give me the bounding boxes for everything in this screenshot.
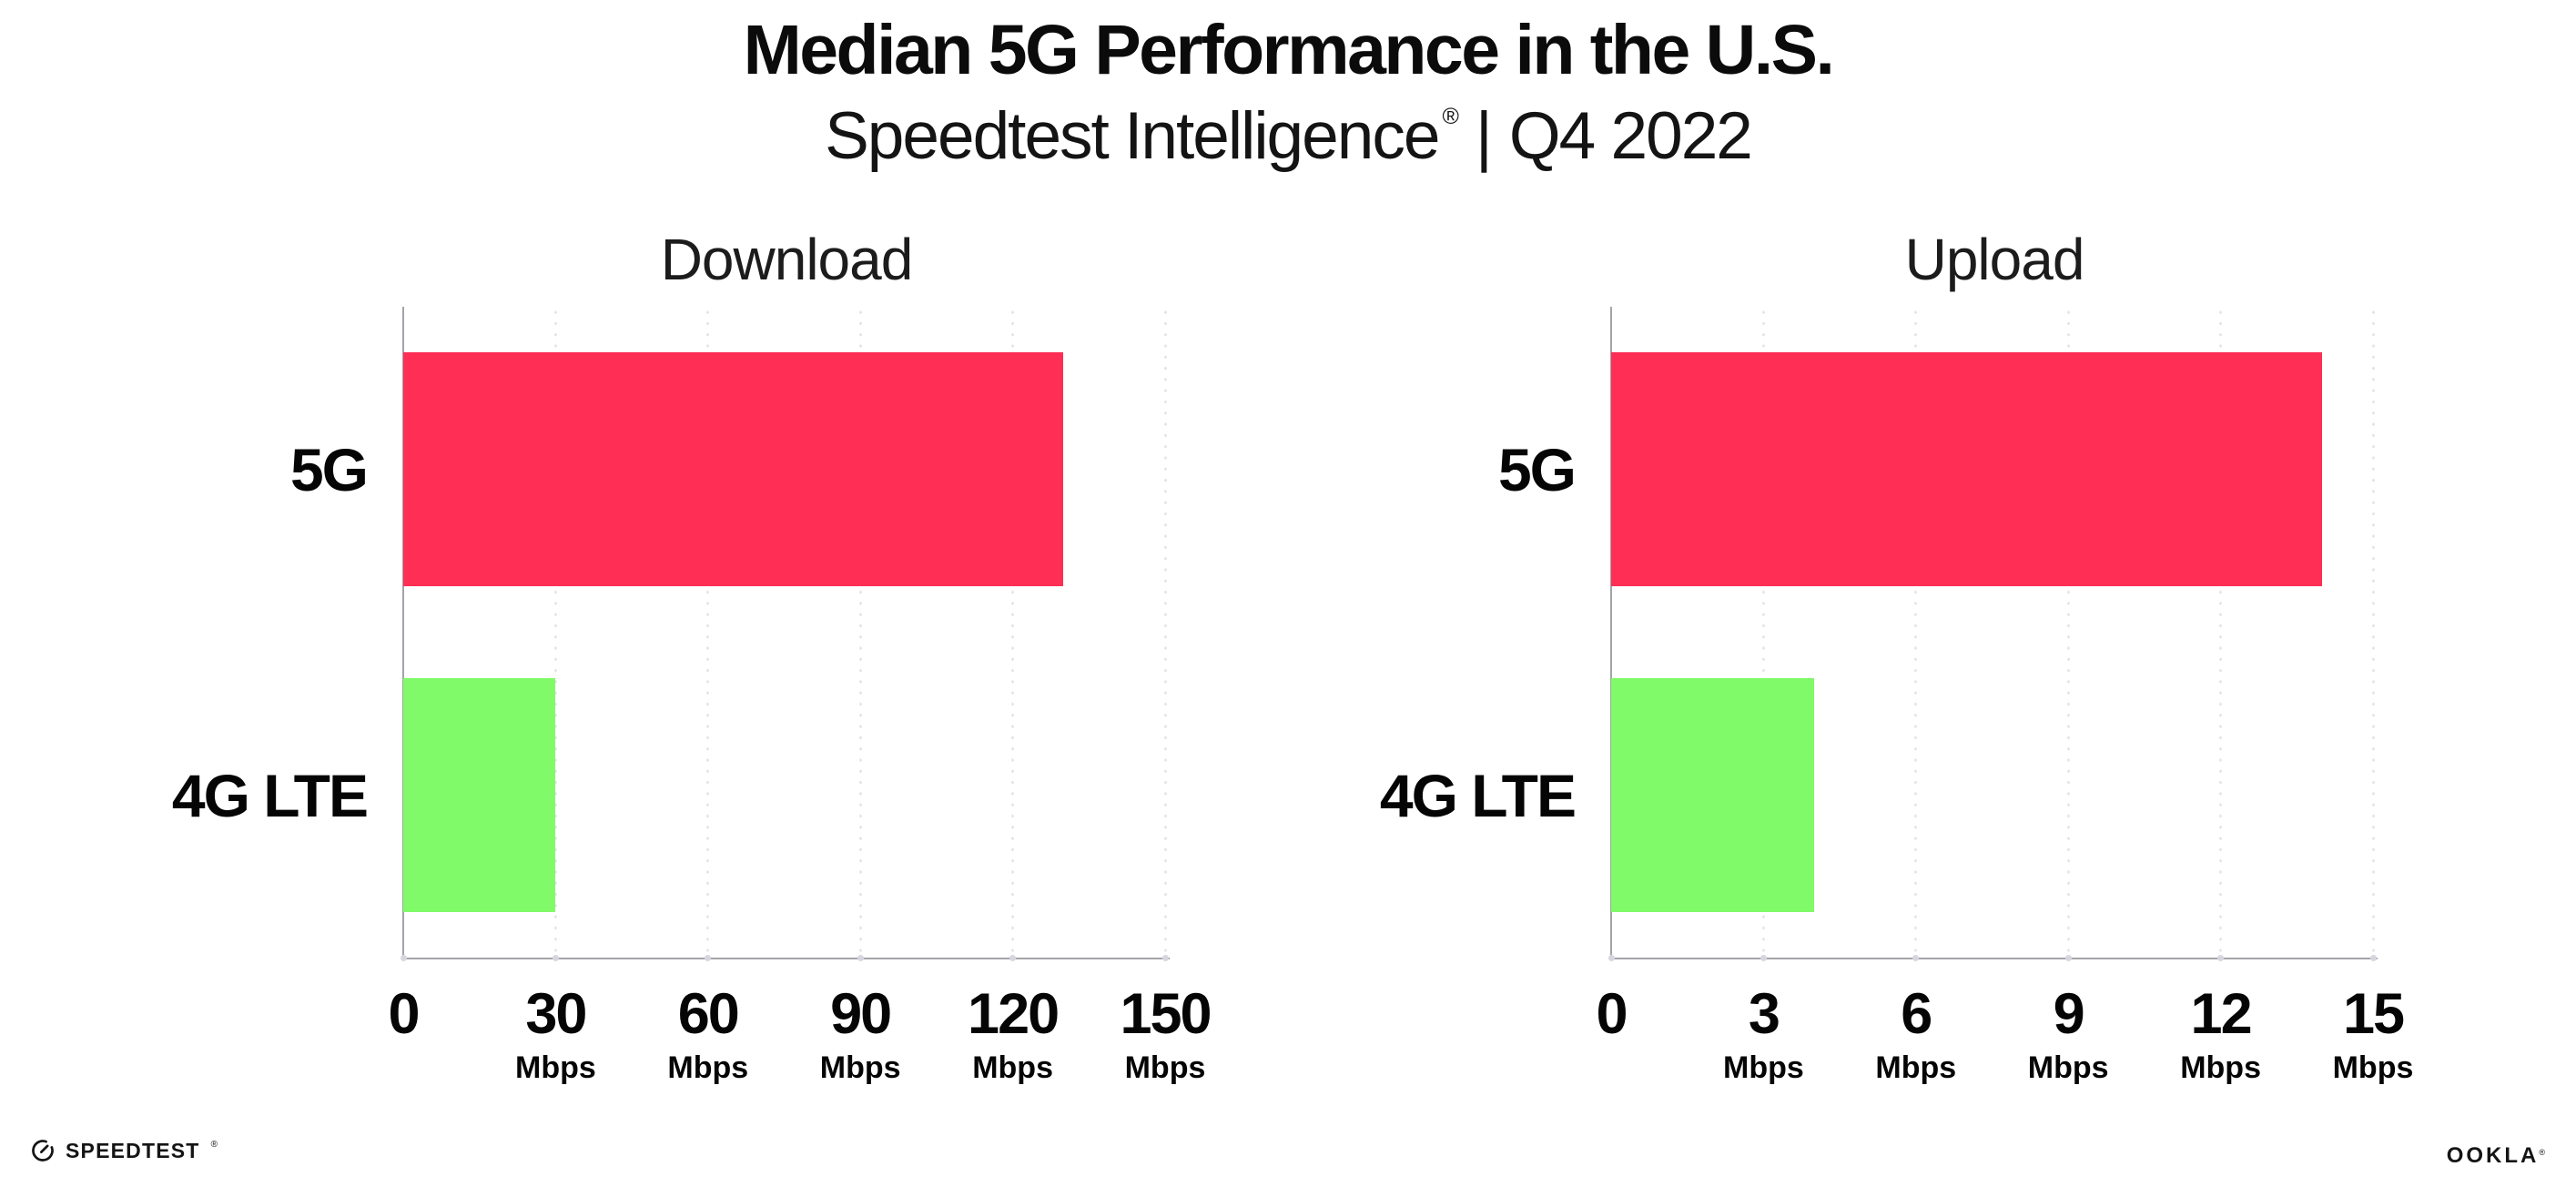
subtitle-brand: Speedtest Intelligence — [825, 99, 1440, 173]
download-chart: Download 5G 4G LTE 0 30 Mbps 60 Mbps 90 Mbps 120… — [172, 230, 1212, 1083]
gridline-150 — [1163, 307, 1167, 959]
axis-tick-dot-30 — [552, 955, 559, 961]
gridline-6 — [1914, 307, 1918, 959]
tick-unit-label: Mbps — [972, 1050, 1053, 1085]
x-tick-3: 3 Mbps — [1723, 982, 1804, 1085]
category-label-4g-lte: 4G LTE — [1379, 761, 1577, 829]
gridline-15 — [2371, 307, 2375, 959]
speedtest-wordmark: SPEEDTEST — [66, 1138, 200, 1162]
axis-tick-dot-120 — [1009, 955, 1017, 961]
download-x-tick-labels: 0 30 Mbps 60 Mbps 90 Mbps 120 Mbps 150 Mbps — [388, 959, 1212, 1095]
x-tick-0: 0 — [1596, 982, 1628, 1083]
tick-value-label: 12 — [2190, 982, 2253, 1046]
axis-tick-dot-90 — [857, 955, 864, 961]
page-subtitle: Speedtest Intelligence ® | Q4 2022 — [0, 99, 2576, 173]
x-tick-9: 9 Mbps — [2027, 982, 2109, 1085]
upload-chart: Upload 5G 4G LTE 0 3 Mbps 6 Mbps 9 Mbps 12 Mbps 15… — [1380, 230, 2414, 1083]
tick-value-label: 150 — [1120, 982, 1212, 1046]
speedometer-gauge-icon — [32, 1140, 54, 1161]
x-tick-60: 60 Mbps — [667, 982, 749, 1085]
axis-tick-dot-12 — [2217, 955, 2225, 961]
tick-value-label: 0 — [388, 982, 420, 1046]
registered-trademark-symbol: ® — [2539, 1148, 2545, 1157]
tick-unit-label — [388, 1052, 418, 1083]
bar-4g-lte — [1611, 678, 1815, 912]
upload-plot-area: 5G 4G LTE — [1380, 307, 2378, 961]
tick-unit-label: Mbps — [2180, 1050, 2261, 1085]
subtitle-separator: | — [1475, 99, 1493, 173]
registered-trademark-symbol: ® — [210, 1139, 218, 1150]
tick-unit-label: Mbps — [2027, 1050, 2109, 1085]
axis-tick-dot-0 — [400, 955, 407, 961]
bar-5g — [403, 352, 1064, 586]
speedtest-logo: SPEEDTEST ® — [30, 1138, 218, 1163]
tick-value-label: 30 — [525, 982, 587, 1046]
tick-unit-label — [1596, 1052, 1626, 1083]
axis-tick-dot-6 — [1912, 955, 1920, 961]
subtitle-period: Q4 2022 — [1508, 99, 1753, 173]
gridline-9 — [2066, 307, 2070, 959]
gridline-120 — [1011, 307, 1015, 959]
gridline-60 — [706, 307, 710, 959]
tick-unit-label: Mbps — [1875, 1050, 1957, 1085]
tick-value-label: 120 — [968, 982, 1060, 1046]
x-axis-line — [1610, 958, 2378, 959]
gridline-90 — [858, 307, 862, 959]
x-tick-90: 90 Mbps — [819, 982, 901, 1085]
download-chart-title: Download — [660, 227, 914, 292]
category-label-5g: 5G — [1497, 435, 1577, 503]
ookla-wordmark: OOKLA — [2446, 1143, 2540, 1168]
tick-value-label: 15 — [2342, 982, 2405, 1046]
registered-trademark-symbol: ® — [1442, 104, 1458, 129]
tick-value-label: 60 — [677, 982, 740, 1046]
tick-value-label: 3 — [1748, 982, 1780, 1046]
tick-unit-label: Mbps — [1124, 1050, 1206, 1085]
category-label-4g-lte: 4G LTE — [171, 761, 369, 829]
page-title: Median 5G Performance in the U.S. — [743, 11, 1835, 89]
x-tick-6: 6 Mbps — [1875, 982, 1957, 1085]
category-label-5g: 5G — [289, 435, 369, 503]
upload-x-tick-labels: 0 3 Mbps 6 Mbps 9 Mbps 12 Mbps 15 Mbps — [1596, 959, 2413, 1095]
y-axis-line — [402, 307, 404, 959]
tick-value-label: 9 — [2053, 982, 2085, 1046]
x-tick-15: 15 Mbps — [2332, 982, 2414, 1085]
download-plot-area: 5G 4G LTE — [172, 307, 1170, 961]
axis-tick-dot-15 — [2369, 955, 2377, 961]
tick-unit-label: Mbps — [1723, 1050, 1804, 1085]
bar-5g — [1611, 352, 2323, 586]
axis-tick-dot-150 — [1161, 955, 1169, 961]
y-axis-line — [1610, 307, 1612, 959]
axis-tick-dot-9 — [2064, 955, 2072, 961]
axis-tick-dot-3 — [1760, 955, 1767, 961]
axis-tick-dot-0 — [1607, 955, 1615, 961]
tick-unit-label: Mbps — [515, 1050, 596, 1085]
axis-tick-dot-60 — [705, 955, 712, 961]
x-tick-12: 12 Mbps — [2180, 982, 2261, 1085]
gridline-30 — [553, 307, 557, 959]
x-tick-0: 0 — [388, 982, 420, 1083]
tick-value-label: 90 — [830, 982, 892, 1046]
tick-value-label: 6 — [1901, 982, 1932, 1046]
ookla-logo: OOKLA® — [2447, 1143, 2545, 1169]
gridline-3 — [1761, 307, 1765, 959]
bar-4g-lte — [403, 678, 556, 912]
x-tick-150: 150 Mbps — [1120, 982, 1212, 1085]
tick-unit-label: Mbps — [667, 1050, 749, 1085]
tick-unit-label: Mbps — [819, 1050, 901, 1085]
x-axis-line — [402, 958, 1170, 959]
gridline-12 — [2219, 307, 2223, 959]
x-tick-30: 30 Mbps — [515, 982, 596, 1085]
x-tick-120: 120 Mbps — [968, 982, 1060, 1085]
tick-unit-label: Mbps — [2332, 1050, 2414, 1085]
tick-value-label: 0 — [1596, 982, 1628, 1046]
upload-chart-title: Upload — [1904, 227, 2085, 292]
